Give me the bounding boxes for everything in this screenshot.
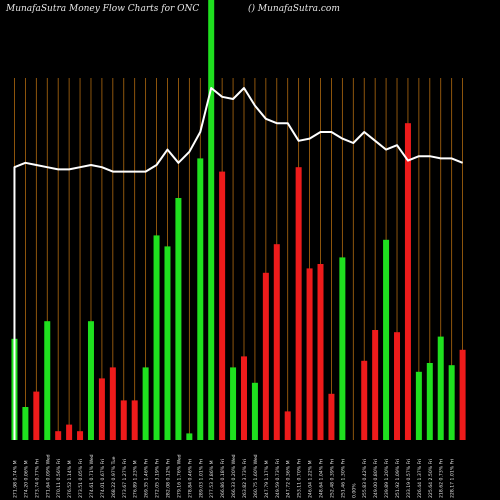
x-tick-label: 249.59 0.73% Fri xyxy=(275,459,281,498)
x-tick-label: 251.92 1.09% Fri xyxy=(395,459,401,498)
bar-down xyxy=(372,330,379,440)
x-tick-label: 226.44 1.37% Fri xyxy=(417,459,423,498)
bar-down xyxy=(120,400,127,440)
bar-down xyxy=(98,378,105,440)
x-tick-label: 273.67 1.27% Fri xyxy=(122,459,128,498)
x-tick-label: 239.89 1.20% Fri xyxy=(384,459,390,498)
bar-down xyxy=(66,424,73,440)
bar-up xyxy=(87,321,94,440)
bar-down xyxy=(55,431,62,440)
x-tick-label: 269.35 1.46% Fri xyxy=(144,459,150,498)
bar-up xyxy=(208,0,215,440)
x-tick-label: 260.75 1.60% Wed xyxy=(253,454,259,498)
x-tick-label: 252.48 0.39% Fri xyxy=(329,459,335,498)
x-tick-label: 263.82 3.73% Fri xyxy=(242,459,248,498)
x-tick-label: 255.83 0.42% Fri xyxy=(362,459,368,498)
bar-down xyxy=(404,123,411,440)
bar-down xyxy=(77,431,84,440)
x-tick-label: 276.52 1.14% M xyxy=(67,460,73,498)
bar-up xyxy=(251,382,258,440)
x-tick-label: 266.86 0.18% Fri xyxy=(220,459,226,498)
x-tick-label: 0.00% xyxy=(351,483,357,498)
price-line xyxy=(13,87,463,440)
x-tick-label: 233.19 0.57% Fri xyxy=(406,459,412,498)
bar-up xyxy=(448,365,455,440)
bar-down xyxy=(284,411,291,440)
x-tick-label: 278.84 0.46% Fri xyxy=(187,459,193,498)
x-tick-label: 248.64 1.04% Fri xyxy=(319,459,325,498)
bar-down xyxy=(295,167,302,440)
x-tick-label: 289.03 1.01% Fri xyxy=(198,459,204,498)
bar-down xyxy=(328,393,335,440)
chart-title: MunafaSutra Money Flow Charts for ONC xyxy=(6,4,200,14)
x-tick-label: 271.64 0.09% Wed xyxy=(45,454,51,498)
x-tick-label: 247.79 1.17% M xyxy=(264,460,270,498)
x-tick-label: 268.22 0.97% Tue xyxy=(111,456,117,498)
bar-up xyxy=(426,363,433,440)
bar-down xyxy=(262,272,269,440)
bar-down xyxy=(240,356,247,440)
bar-series xyxy=(11,0,466,440)
bar-down xyxy=(459,349,466,440)
bar-down xyxy=(33,391,40,440)
x-tick-label: 274.20 0.06% M xyxy=(23,460,29,498)
bar-up xyxy=(437,336,444,440)
bar-down xyxy=(394,332,401,440)
x-tick-label: 249.00 0.80% Fri xyxy=(373,459,379,498)
price-line-series xyxy=(13,87,463,440)
x-tick-label: 272.05 3.19% Fri xyxy=(155,459,161,498)
bar-down xyxy=(317,264,324,440)
bar-down xyxy=(109,367,116,440)
site-credit: () MunafaSutra.com xyxy=(248,4,340,14)
x-tick-label: 279.16 1.76% Wed xyxy=(176,454,182,498)
x-tick-label: 271.98 0.74% M xyxy=(12,460,18,498)
x-tick-label: 246.04 1.22% M xyxy=(308,460,314,498)
x-tick-label: 266.33 0.20% Wed xyxy=(231,454,237,498)
x-tick-label: 251.46 1.30% Fri xyxy=(340,459,346,498)
x-tick-label: 274.01 0.67% Fri xyxy=(100,459,106,498)
bar-up xyxy=(415,371,422,440)
bar-down xyxy=(306,268,313,440)
bar-down xyxy=(273,244,280,440)
bar-up xyxy=(142,367,149,440)
bar-up xyxy=(186,433,193,440)
x-tick-label: 270.11 0.56% Fri xyxy=(56,459,62,498)
x-tick-label: 276.89 1.23% M xyxy=(133,460,139,498)
x-tick-label: 247.72 0.36% M xyxy=(286,460,292,498)
bar-down xyxy=(219,171,226,440)
bar-up xyxy=(44,321,51,440)
bar-up xyxy=(153,235,160,440)
x-tick-label: 253.11 0.70% Fri xyxy=(297,459,303,498)
bar-up xyxy=(164,246,171,440)
bar-up xyxy=(383,239,390,440)
x-tick-label: 282.08 0.12% Fri xyxy=(165,459,171,498)
bar-up xyxy=(197,158,204,440)
x-tick-label: 218.62 0.73% Fri xyxy=(439,459,445,498)
bar-up xyxy=(230,367,237,440)
bar-up xyxy=(339,257,346,440)
x-tick-label: 274.61 0.71% Wed xyxy=(89,454,95,498)
bar-down xyxy=(131,400,138,440)
x-tick-label: 273.51 0.05% Fri xyxy=(78,459,84,498)
x-tick-label: 273.74 0.77% Fri xyxy=(34,459,40,498)
bar-up xyxy=(22,407,29,440)
bar-up xyxy=(175,198,182,440)
x-tick-label: 277.53 3.86% M xyxy=(209,460,215,498)
x-tick-label: 225.64 2.50% Fri xyxy=(428,459,434,498)
x-tick-label: 228.17 1.01% Fri xyxy=(450,459,456,498)
bar-down xyxy=(361,360,368,440)
x-tick-labels: 271.98 0.74% M 274.20 0.06% M 273.74 0.77%… xyxy=(12,454,455,498)
